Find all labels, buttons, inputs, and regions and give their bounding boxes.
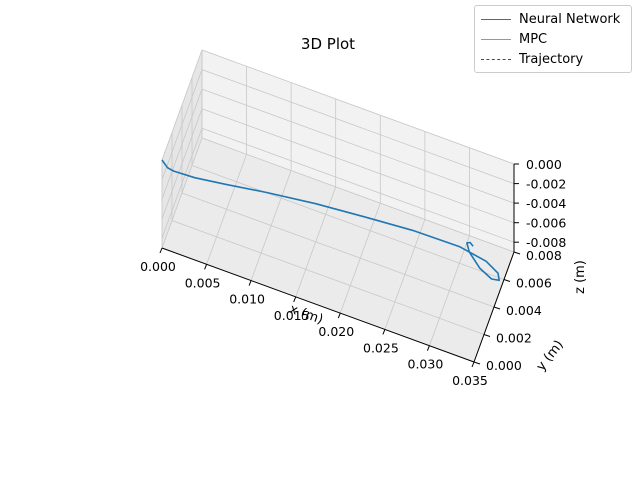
z-tick-label: -0.006 xyxy=(526,216,566,231)
series-lines xyxy=(161,159,500,282)
x-tick xyxy=(382,329,386,335)
axes-panes xyxy=(161,49,515,363)
legend-item-neural-network: Neural Network xyxy=(475,10,631,30)
legend-label: Neural Network xyxy=(519,12,621,27)
x-tick-label: 0.010 xyxy=(229,292,265,307)
grid-line-z-side xyxy=(161,128,203,239)
x-tick xyxy=(471,361,475,368)
x-tick-label: 0.035 xyxy=(452,373,488,388)
x-tick xyxy=(159,247,163,254)
grid-line-y-floor xyxy=(191,165,505,280)
y-tick xyxy=(503,279,511,282)
x-tick-label: 0.025 xyxy=(363,340,399,355)
x-tick xyxy=(293,296,297,303)
z-tick-label: -0.002 xyxy=(526,177,566,192)
y-tick-label: 0.006 xyxy=(516,276,552,291)
grid-line-y-floor xyxy=(201,137,515,253)
grid-line-y-floor xyxy=(171,220,485,335)
x-tick xyxy=(248,280,252,286)
y-tick-label: 0.004 xyxy=(506,303,542,318)
grid-line-z-side xyxy=(161,108,203,219)
legend: Neural Network MPC Trajectory xyxy=(474,5,632,73)
x-tick-label: 0.015 xyxy=(274,308,310,323)
y-tick-label: 0.000 xyxy=(486,358,522,373)
y-tick-label: 0.008 xyxy=(526,248,562,263)
z-tick-label: -0.008 xyxy=(526,235,566,250)
x-tick-label: 0.030 xyxy=(408,357,444,372)
series-line-neural-network xyxy=(161,159,500,282)
grid-line-z-side xyxy=(161,49,203,161)
z-axis-label: z (m) xyxy=(573,260,588,294)
legend-swatch-mpc xyxy=(481,39,511,40)
legend-swatch-trajectory xyxy=(481,59,511,60)
legend-label: Trajectory xyxy=(519,52,584,67)
grid-line-z-side xyxy=(161,69,203,180)
legend-label: MPC xyxy=(519,32,548,47)
grid-line-z-back xyxy=(201,88,515,204)
x-tick-label: 0.005 xyxy=(185,275,221,290)
z-tick-label: 0.000 xyxy=(526,157,562,172)
grid-line-z-back xyxy=(201,49,515,165)
legend-item-trajectory: Trajectory xyxy=(475,50,631,70)
y-tick xyxy=(473,361,481,365)
legend-item-mpc: MPC xyxy=(475,30,631,50)
x-axis-line xyxy=(161,247,475,363)
grid-line-z-back xyxy=(201,108,515,224)
y-axis-label: y (m) xyxy=(534,338,567,375)
grid-line-z-back xyxy=(201,69,515,184)
x-tick-label: 0.020 xyxy=(318,324,354,339)
grid-line-z-back xyxy=(201,127,515,243)
grid-line-y-floor xyxy=(181,192,495,308)
z-tick-label: -0.004 xyxy=(526,196,566,211)
x-tick xyxy=(337,312,341,319)
x-tick-label: 0.000 xyxy=(140,259,176,274)
tick-marks-and-labels: 0.000 0.005 0.010 0.015 0.020 0.025 0.030 0.035… xyxy=(140,157,566,388)
x-tick xyxy=(204,264,208,270)
legend-swatch-neural-network xyxy=(481,19,511,20)
y-tick xyxy=(493,306,501,310)
y-tick-label: 0.002 xyxy=(496,331,532,346)
chart-title: 3D Plot xyxy=(301,35,355,53)
grid-line-z-side xyxy=(161,88,203,200)
y-tick xyxy=(513,251,521,255)
x-tick xyxy=(426,345,430,351)
y-tick xyxy=(483,334,491,337)
